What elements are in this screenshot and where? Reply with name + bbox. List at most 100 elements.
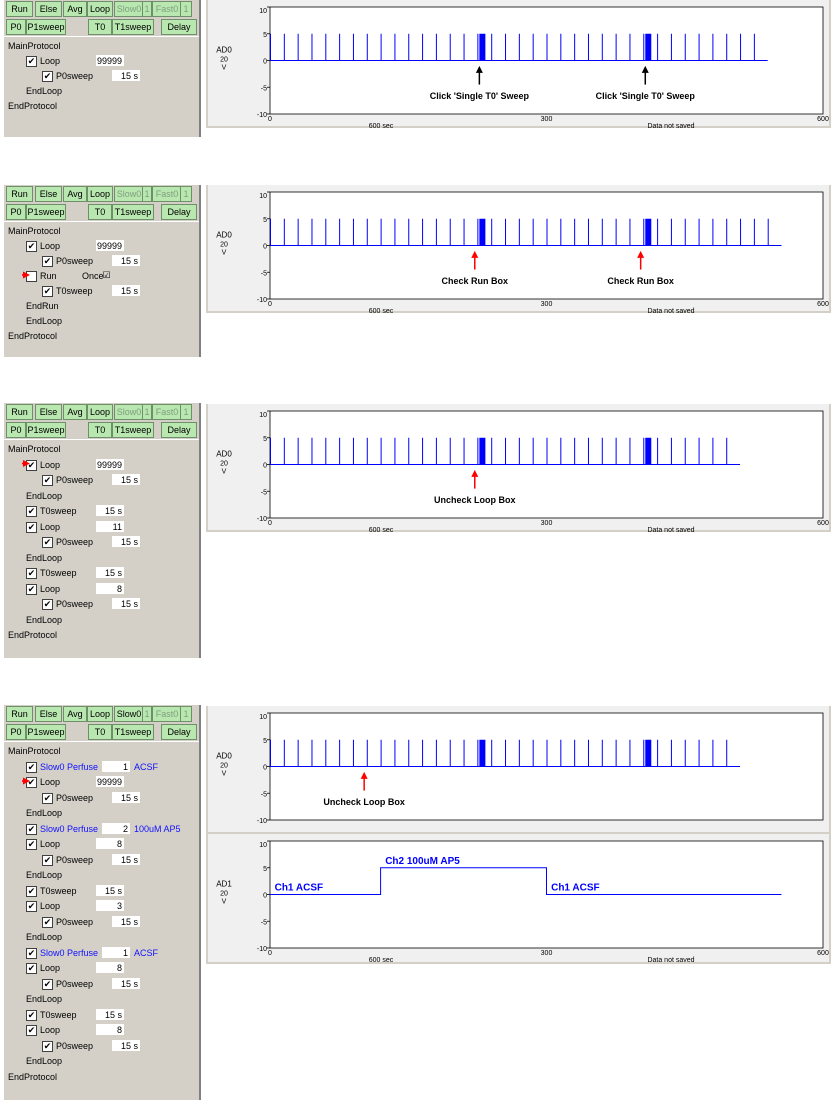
row-checkbox[interactable]: ✔: [26, 459, 37, 471]
toolbar-button-else[interactable]: Else: [35, 706, 62, 722]
protocol-row[interactable]: EndProtocol: [4, 628, 199, 642]
protocol-row[interactable]: ✔ Loop 3: [4, 899, 199, 913]
protocol-row[interactable]: EndLoop: [4, 930, 199, 944]
row-checkbox[interactable]: ✔: [42, 1040, 53, 1052]
protocol-row[interactable]: ✔ Slow0 Perfuse 1 ACSF: [4, 946, 199, 960]
toolbar-button-t0[interactable]: T0: [88, 422, 112, 438]
toolbar-button-slow0[interactable]: Slow0: [114, 404, 144, 420]
toolbar-button-delay[interactable]: Delay: [161, 422, 197, 438]
toolbar-button-p1sweep[interactable]: P1sweep: [26, 204, 66, 220]
toolbar-button-delay[interactable]: Delay: [161, 19, 197, 35]
row-value-field[interactable]: 15 s: [112, 1039, 140, 1051]
row-checkbox[interactable]: ✔: [42, 916, 53, 928]
row-checkbox[interactable]: ✔: [42, 71, 53, 82]
toolbar-button-p1sweep[interactable]: P1sweep: [26, 724, 66, 740]
toolbar-button-1[interactable]: 1: [142, 404, 152, 420]
protocol-row[interactable]: ✔ Loop 11: [4, 520, 199, 534]
row-checkbox[interactable]: ✔: [26, 839, 37, 850]
toolbar-button-delay[interactable]: Delay: [161, 204, 197, 220]
toolbar-button-else[interactable]: Else: [35, 404, 62, 420]
row-value-field[interactable]: 1: [102, 946, 130, 958]
row-checkbox[interactable]: ✔: [42, 537, 53, 548]
row-value-field[interactable]: 99999: [96, 55, 124, 66]
row-checkbox[interactable]: [26, 271, 37, 282]
row-checkbox[interactable]: ✔: [26, 506, 37, 517]
protocol-row[interactable]: MainProtocol: [4, 744, 199, 758]
protocol-row[interactable]: ✔ P0sweep 15 s: [4, 69, 199, 83]
protocol-row[interactable]: EndProtocol: [4, 329, 199, 343]
toolbar-button-run[interactable]: Run: [6, 186, 33, 202]
toolbar-button-avg[interactable]: Avg: [63, 404, 87, 420]
toolbar-button-t1sweep[interactable]: T1sweep: [112, 422, 154, 438]
row-value-field[interactable]: 99999: [96, 240, 124, 251]
protocol-row[interactable]: ✔ Loop 99999: [4, 458, 199, 472]
row-value-field[interactable]: 2: [102, 822, 130, 834]
toolbar-button-delay[interactable]: Delay: [161, 724, 197, 740]
toolbar-button-fast0[interactable]: Fast0: [152, 1, 182, 17]
toolbar-button-slow0[interactable]: Slow0: [114, 186, 144, 202]
toolbar-button-loop[interactable]: Loop: [87, 706, 113, 722]
protocol-row[interactable]: ✔ P0sweep 15 s: [4, 977, 199, 991]
row-checkbox[interactable]: ✔: [26, 885, 37, 897]
row-checkbox[interactable]: ✔: [26, 521, 37, 533]
protocol-row[interactable]: EndLoop: [4, 84, 199, 98]
protocol-row[interactable]: MainProtocol: [4, 39, 199, 53]
row-checkbox[interactable]: ✔: [26, 583, 37, 595]
row-value-field[interactable]: 15 s: [112, 285, 140, 296]
protocol-row[interactable]: ✔ P0sweep 15 s: [4, 473, 199, 487]
protocol-row[interactable]: EndLoop: [4, 806, 199, 820]
toolbar-button-1[interactable]: 1: [142, 186, 152, 202]
toolbar-button-p0[interactable]: P0: [6, 204, 26, 220]
toolbar-button-avg[interactable]: Avg: [63, 706, 87, 722]
toolbar-button-p0[interactable]: P0: [6, 19, 26, 35]
toolbar-button-t0[interactable]: T0: [88, 204, 112, 220]
toolbar-button-p0[interactable]: P0: [6, 422, 26, 438]
toolbar-button-1[interactable]: 1: [180, 186, 192, 202]
protocol-row[interactable]: EndLoop: [4, 992, 199, 1006]
toolbar-button-loop[interactable]: Loop: [87, 404, 113, 420]
protocol-row[interactable]: ✔ Loop 8: [4, 837, 199, 851]
row-checkbox[interactable]: ✔: [26, 777, 37, 788]
row-checkbox[interactable]: ✔: [42, 286, 53, 297]
toolbar-button-t0[interactable]: T0: [88, 724, 112, 740]
row-value-field[interactable]: 15 s: [112, 70, 140, 81]
row-value-field[interactable]: 15 s: [112, 791, 140, 803]
toolbar-button-1[interactable]: 1: [180, 404, 192, 420]
toolbar-button-p0[interactable]: P0: [6, 724, 26, 740]
row-checkbox[interactable]: ✔: [42, 792, 53, 804]
protocol-row[interactable]: EndRun: [4, 299, 199, 313]
protocol-row[interactable]: ✔ T0sweep 15 s: [4, 884, 199, 898]
toolbar-button-1[interactable]: 1: [142, 1, 152, 17]
protocol-row[interactable]: EndLoop: [4, 868, 199, 882]
protocol-row[interactable]: EndProtocol: [4, 99, 199, 113]
protocol-row[interactable]: ✔ Loop 8: [4, 582, 199, 596]
protocol-row[interactable]: ✔ P0sweep 15 s: [4, 791, 199, 805]
row-checkbox[interactable]: ✔: [26, 241, 37, 252]
toolbar-button-avg[interactable]: Avg: [63, 186, 87, 202]
row-value-field[interactable]: 15 s: [112, 255, 140, 266]
toolbar-button-t1sweep[interactable]: T1sweep: [112, 724, 154, 740]
protocol-row[interactable]: ✔ T0sweep 15 s: [4, 566, 199, 580]
toolbar-button-fast0[interactable]: Fast0: [152, 706, 182, 722]
row-value-field[interactable]: 3: [96, 900, 124, 911]
protocol-row[interactable]: EndLoop: [4, 1054, 199, 1068]
toolbar-button-p1sweep[interactable]: P1sweep: [26, 422, 66, 438]
protocol-row[interactable]: ✔ T0sweep 15 s: [4, 504, 199, 518]
row-checkbox[interactable]: ✔: [26, 901, 37, 912]
toolbar-button-t1sweep[interactable]: T1sweep: [112, 19, 154, 35]
row-checkbox[interactable]: ✔: [26, 823, 37, 835]
protocol-row[interactable]: Run Once ☑: [4, 269, 199, 283]
toolbar-button-slow0[interactable]: Slow0: [114, 1, 144, 17]
toolbar-button-1[interactable]: 1: [180, 1, 192, 17]
row-checkbox[interactable]: ✔: [42, 854, 53, 866]
row-value-field[interactable]: 8: [96, 962, 124, 973]
row-value-field[interactable]: 11: [96, 520, 124, 532]
protocol-row[interactable]: MainProtocol: [4, 442, 199, 456]
row-checkbox[interactable]: ✔: [26, 568, 37, 579]
protocol-row[interactable]: ✔ T0sweep 15 s: [4, 1008, 199, 1022]
row-checkbox[interactable]: ✔: [26, 1025, 37, 1036]
toolbar-button-loop[interactable]: Loop: [87, 1, 113, 17]
row-value-field[interactable]: 99999: [96, 776, 124, 787]
toolbar-button-p1sweep[interactable]: P1sweep: [26, 19, 66, 35]
row-value-field[interactable]: 15 s: [112, 474, 140, 485]
